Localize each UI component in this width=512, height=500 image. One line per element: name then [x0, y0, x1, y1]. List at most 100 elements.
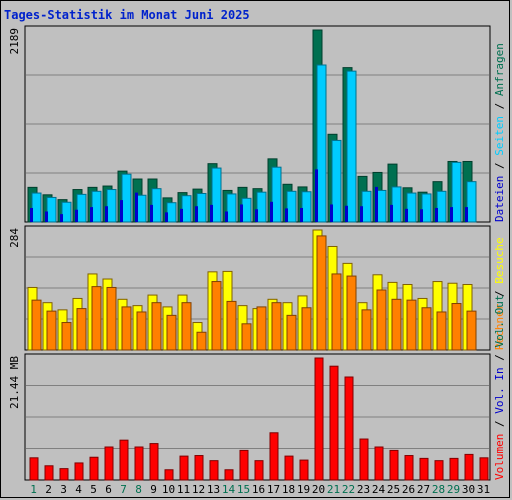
bar-dateien	[421, 193, 432, 223]
page-title: Tages-Statistik im Monat Juni 2025	[4, 8, 250, 22]
bar-volumen	[464, 453, 474, 481]
bar-volumen	[479, 457, 489, 481]
legend-item: Besuche	[493, 237, 506, 283]
bar-volumen	[329, 365, 339, 481]
legend-item: Dateien	[493, 176, 506, 222]
bar-seiten	[225, 211, 228, 222]
legend-separator: /	[493, 156, 506, 176]
bar-seiten	[285, 208, 288, 222]
bar-rechner	[61, 322, 72, 351]
bar-volumen	[89, 456, 99, 481]
bar-rechner	[76, 308, 87, 351]
bar-seiten	[165, 212, 168, 222]
legend-separator: /	[493, 414, 506, 434]
bar-rechner	[106, 286, 117, 351]
bar-rechner	[466, 310, 477, 351]
bar-volumen	[164, 469, 174, 481]
bar-dateien	[121, 173, 132, 223]
day-label: 6	[105, 483, 112, 496]
bar-dateien	[451, 161, 462, 223]
bar-dateien	[136, 194, 147, 223]
day-label: 12	[192, 483, 205, 496]
bar-volumen	[284, 455, 294, 481]
bar-rechner	[376, 289, 387, 351]
day-label: 1	[30, 483, 37, 496]
day-label: 31	[477, 483, 490, 496]
bar-rechner	[151, 302, 162, 351]
day-label: 28	[432, 483, 445, 496]
day-label: 16	[252, 483, 265, 496]
bar-dateien	[61, 201, 72, 223]
bar-rechner	[421, 307, 432, 351]
legend-separator: /	[493, 96, 506, 116]
bar-seiten	[105, 206, 108, 222]
bar-rechner	[31, 299, 42, 351]
day-label: 5	[90, 483, 97, 496]
bar-volumen	[59, 468, 69, 481]
bar-seiten	[405, 208, 408, 222]
bar-seiten	[315, 169, 318, 222]
bar-seiten	[60, 214, 63, 222]
bar-rechner	[451, 303, 462, 351]
bar-seiten	[180, 208, 183, 222]
bar-rechner	[256, 306, 267, 351]
day-label: 25	[387, 483, 400, 496]
bar-rechner	[361, 309, 372, 351]
day-label: 17	[267, 483, 280, 496]
bar-volumen	[119, 439, 129, 481]
bar-seiten	[465, 207, 468, 222]
bar-rechner	[391, 298, 402, 351]
bar-dateien	[211, 167, 222, 223]
bar-volumen	[299, 459, 309, 481]
legend-item: Volumen	[493, 434, 506, 480]
bar-dateien	[301, 191, 312, 223]
day-label: 23	[357, 483, 370, 496]
day-label: 20	[312, 483, 325, 496]
bar-rechner	[91, 286, 102, 351]
y-max-label: 284	[8, 228, 21, 248]
bar-seiten	[345, 205, 348, 222]
legend: Rechner / Besuche	[493, 237, 506, 350]
bar-volumen	[434, 460, 444, 481]
legend-separator: /	[493, 284, 506, 304]
bar-dateien	[466, 181, 477, 223]
day-label: 18	[282, 483, 295, 496]
day-label: 9	[150, 483, 157, 496]
legend-item: Vol. Out	[493, 295, 506, 348]
day-label: 27	[417, 483, 430, 496]
bar-seiten	[390, 204, 393, 222]
bar-volumen	[149, 443, 159, 481]
bar-volumen	[449, 457, 459, 481]
bar-seiten	[210, 204, 213, 222]
day-label: 19	[297, 483, 310, 496]
bar-seiten	[270, 201, 273, 222]
bar-seiten	[150, 204, 153, 222]
bar-volumen	[104, 446, 114, 481]
bar-volumen	[344, 376, 354, 481]
bar-rechner	[331, 273, 342, 351]
y-max-label: 21.44 MB	[8, 356, 21, 409]
day-label: 30	[462, 483, 475, 496]
bar-rechner	[316, 235, 327, 351]
bar-volumen	[359, 438, 369, 481]
bar-dateien	[346, 70, 357, 223]
bar-rechner	[181, 302, 192, 351]
bar-dateien	[271, 166, 282, 223]
bar-volumen	[74, 462, 84, 481]
bar-volumen	[194, 455, 204, 481]
bar-seiten	[135, 192, 138, 222]
bar-dateien	[286, 190, 297, 223]
bar-seiten	[450, 207, 453, 222]
bar-dateien	[226, 193, 237, 223]
bar-seiten	[90, 207, 93, 222]
bar-dateien	[196, 192, 207, 223]
bar-dateien	[76, 193, 87, 223]
bar-dateien	[241, 197, 252, 223]
bar-volumen	[209, 460, 219, 481]
bar-rechner	[241, 323, 252, 351]
bar-dateien	[151, 188, 162, 223]
bar-dateien	[106, 189, 117, 223]
day-label: 13	[207, 483, 220, 496]
bar-rechner	[301, 307, 312, 351]
